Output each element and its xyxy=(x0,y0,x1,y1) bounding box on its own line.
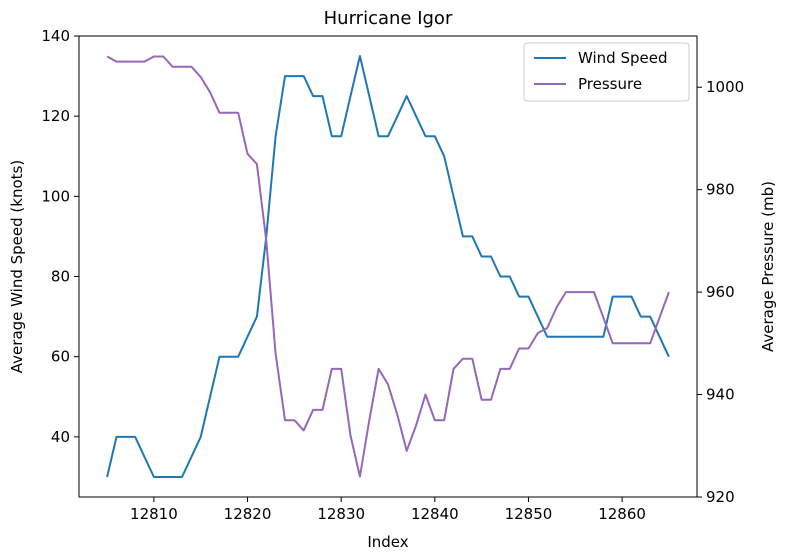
plot-frame xyxy=(78,35,698,498)
series-layer xyxy=(106,55,670,478)
x-tick-label: 12850 xyxy=(505,505,553,523)
left-y-tick-label: 40 xyxy=(51,428,70,446)
chart-title: Hurricane Igor xyxy=(324,8,453,29)
series-line-pressure xyxy=(106,55,670,478)
right-y-tick-label: 940 xyxy=(706,386,735,404)
legend-label-pressure: Pressure xyxy=(578,75,642,93)
series-line-wind-speed xyxy=(106,55,670,478)
right-y-tick-label: 920 xyxy=(706,488,735,506)
left-y-tick-label: 120 xyxy=(41,107,70,125)
x-tick-label: 12830 xyxy=(317,505,365,523)
left-y-tick-label: 100 xyxy=(41,187,70,205)
right-y-tick-label: 1000 xyxy=(706,78,744,96)
right-y-axis-title: Average Pressure (mb) xyxy=(759,181,777,352)
left-y-tick-label: 60 xyxy=(51,348,70,366)
x-tick-label: 12860 xyxy=(598,505,646,523)
right-y-tick-label: 980 xyxy=(706,181,735,199)
left-y-axis-title: Average Wind Speed (knots) xyxy=(8,160,26,373)
left-y-tick-label: 80 xyxy=(51,268,70,286)
left-y-tick-label: 140 xyxy=(41,27,70,45)
x-tick-label: 12840 xyxy=(411,505,459,523)
legend-label-wind-speed: Wind Speed xyxy=(578,49,668,67)
right-y-tick-label: 960 xyxy=(706,283,735,301)
x-tick-label: 12810 xyxy=(130,505,178,523)
x-axis-title: Index xyxy=(367,533,408,551)
legend: Wind Speed Pressure xyxy=(523,42,690,102)
axes-layer: 12810 12820 12830 12840 12850 12860 40 60 80 100 1… xyxy=(41,27,744,523)
x-tick-label: 12820 xyxy=(224,505,272,523)
